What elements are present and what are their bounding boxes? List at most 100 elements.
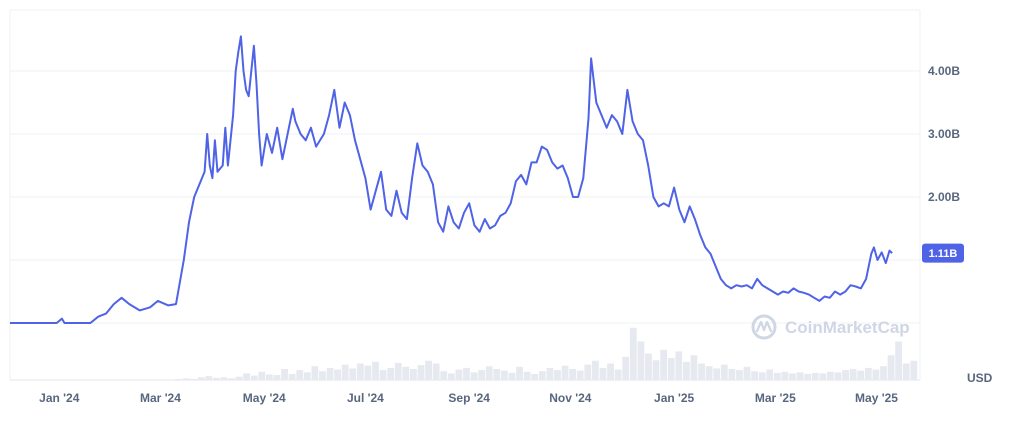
y-tick-label: 2.00B bbox=[928, 190, 960, 204]
volume-bar bbox=[804, 373, 812, 380]
y-tick-label: 3.00B bbox=[928, 127, 960, 141]
volume-bar bbox=[690, 355, 698, 380]
volume-bar bbox=[364, 365, 372, 380]
volume-bar bbox=[493, 369, 501, 380]
volume-bar bbox=[205, 376, 213, 380]
volume-bar bbox=[523, 371, 531, 380]
volume-bar bbox=[675, 351, 683, 380]
volume-bar bbox=[349, 368, 357, 380]
volume-bar bbox=[326, 367, 334, 380]
volume-bar bbox=[432, 363, 440, 380]
volume-bar bbox=[705, 366, 713, 380]
volume-bar bbox=[470, 372, 478, 380]
volume-bar bbox=[387, 367, 395, 380]
volume-bar bbox=[311, 366, 319, 380]
volume-bar bbox=[766, 369, 774, 380]
volume-bar bbox=[789, 373, 796, 380]
current-value-label: 1.11B bbox=[929, 248, 958, 260]
volume-bar bbox=[622, 356, 630, 380]
volume-bar bbox=[410, 369, 417, 380]
x-axis-ticks: Jan '24 Mar '24 May '24 Jul '24 Sep '24 Nov '… bbox=[39, 391, 898, 405]
volume-bar bbox=[402, 366, 410, 380]
y-axis-ticks: 2.00B 3.00B 4.00B bbox=[928, 64, 960, 204]
volume-bar bbox=[417, 365, 425, 380]
volume-bar bbox=[864, 367, 872, 380]
volume-bar bbox=[819, 373, 827, 380]
volume-bar bbox=[485, 366, 493, 380]
volume-bar bbox=[645, 353, 652, 380]
current-value-tag-background bbox=[922, 243, 964, 263]
volume-bar bbox=[175, 378, 182, 380]
volume-bar bbox=[425, 360, 432, 380]
volume-bar bbox=[713, 368, 721, 380]
volume-bar bbox=[554, 370, 561, 380]
volume-bar bbox=[880, 366, 887, 380]
volume-bar bbox=[258, 371, 266, 380]
volume-bar bbox=[394, 362, 402, 380]
volume-bar bbox=[212, 377, 220, 380]
volume-bar bbox=[531, 373, 539, 380]
watermark: CoinMarketCap bbox=[751, 314, 910, 340]
volume-bar bbox=[273, 375, 281, 380]
volume-bar bbox=[902, 363, 910, 380]
volume-bar bbox=[834, 372, 842, 380]
volume-bar bbox=[463, 367, 470, 380]
volume-bar bbox=[796, 372, 804, 380]
volume-bar bbox=[508, 372, 516, 380]
volume-bar bbox=[281, 369, 288, 380]
volume-bar bbox=[614, 369, 622, 380]
volume-bar bbox=[720, 364, 728, 380]
watermark-text: CoinMarketCap bbox=[785, 318, 910, 337]
volume-bar bbox=[243, 373, 251, 380]
volume-bar bbox=[728, 369, 736, 380]
volume-bar bbox=[296, 370, 304, 380]
volume-bar bbox=[182, 378, 190, 380]
volume-bar bbox=[569, 369, 577, 380]
volume-bars bbox=[175, 327, 918, 380]
volume-bar bbox=[652, 360, 660, 380]
volume-bar bbox=[842, 370, 849, 380]
volume-bar bbox=[235, 376, 243, 380]
volume-bar bbox=[607, 363, 614, 380]
volume-bar bbox=[190, 378, 197, 380]
coinmarketcap-logo-icon bbox=[751, 314, 777, 340]
volume-bar bbox=[895, 341, 903, 380]
volume-bar bbox=[660, 349, 668, 380]
volume-bar bbox=[334, 369, 341, 380]
volume-bar bbox=[440, 371, 448, 380]
volume-bar bbox=[872, 369, 880, 380]
volume-bar bbox=[751, 371, 758, 380]
volume-bar bbox=[319, 371, 326, 380]
volume-bar bbox=[584, 364, 592, 380]
volume-bar bbox=[910, 360, 918, 380]
y-tick-label: 4.00B bbox=[928, 64, 960, 78]
x-tick-label: Jul '24 bbox=[347, 391, 384, 405]
x-tick-label: Mar '24 bbox=[140, 391, 181, 405]
volume-bar bbox=[736, 370, 743, 380]
y-axis-unit-label: USD bbox=[967, 371, 993, 385]
current-value-tag: 1.11B bbox=[922, 243, 964, 263]
volume-bar bbox=[341, 364, 349, 380]
volume-bar bbox=[478, 370, 486, 380]
volume-bar bbox=[591, 360, 599, 380]
volume-bar bbox=[538, 371, 546, 380]
volume-bar bbox=[849, 369, 857, 380]
volume-bar bbox=[546, 367, 554, 380]
volume-bar bbox=[827, 371, 834, 380]
volume-bar bbox=[447, 373, 455, 380]
volume-bar bbox=[501, 370, 508, 380]
x-tick-label: Nov '24 bbox=[549, 391, 592, 405]
x-tick-label: Sep '24 bbox=[448, 391, 490, 405]
volume-bar bbox=[743, 366, 751, 380]
volume-bar bbox=[288, 373, 296, 380]
volume-bar bbox=[455, 369, 463, 380]
volume-bar bbox=[637, 341, 645, 380]
x-tick-label: May '25 bbox=[855, 391, 898, 405]
volume-bar bbox=[250, 375, 258, 380]
x-tick-label: May '24 bbox=[243, 391, 286, 405]
volume-bar bbox=[698, 363, 705, 380]
volume-bar bbox=[629, 327, 637, 380]
volume-bar bbox=[758, 372, 766, 380]
volume-bar bbox=[773, 372, 781, 380]
